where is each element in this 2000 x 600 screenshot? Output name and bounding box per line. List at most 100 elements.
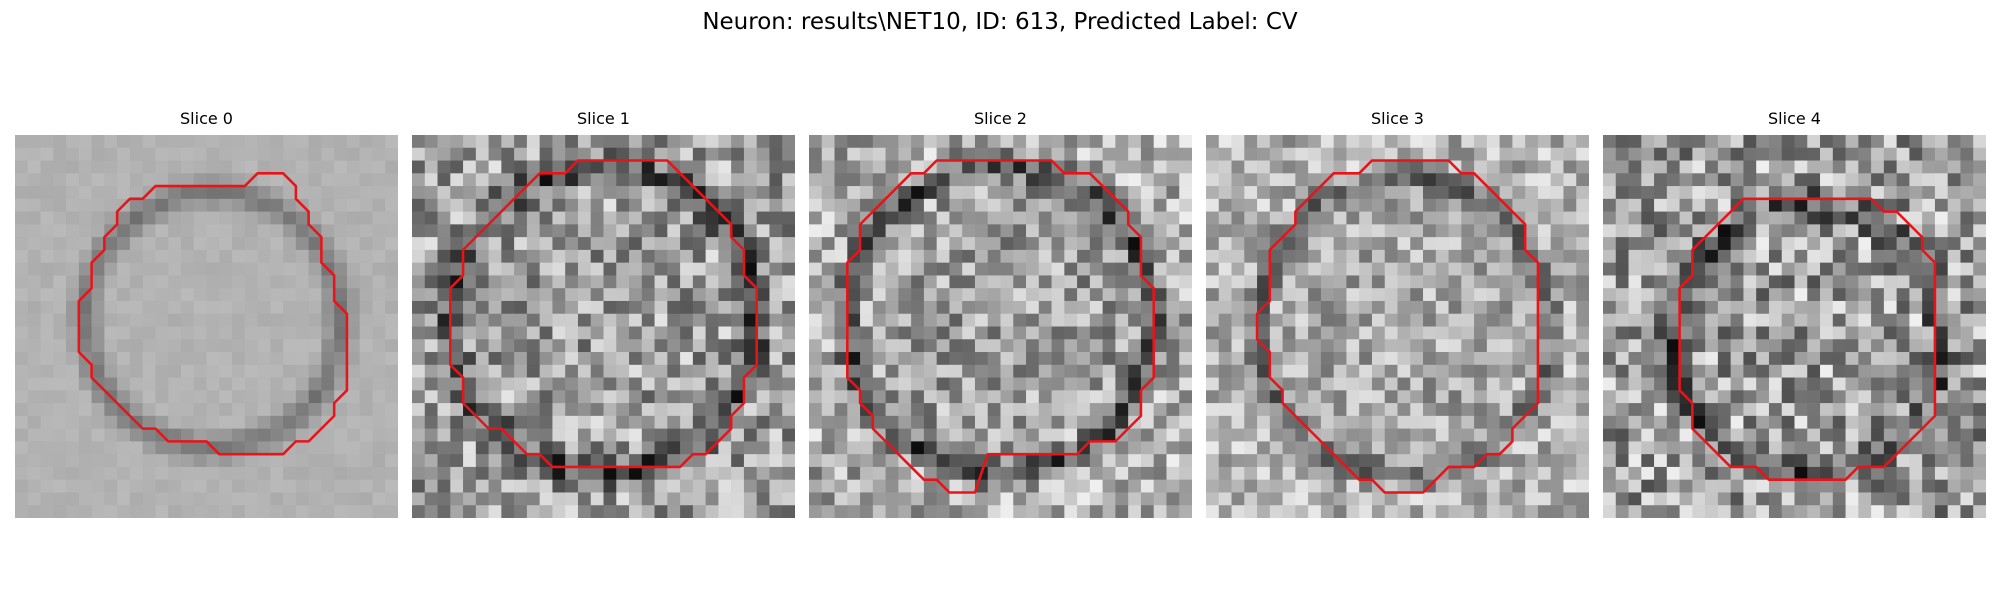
pixel [756, 492, 770, 506]
pixel [129, 300, 143, 314]
pixel [1960, 492, 1974, 506]
pixel [898, 224, 912, 238]
pixel [782, 288, 795, 302]
pixel [15, 173, 29, 187]
pixel [1603, 300, 1617, 314]
pixel [936, 249, 950, 263]
pixel [616, 454, 630, 468]
pixel [834, 211, 848, 225]
pixel [372, 288, 386, 302]
pixel [1743, 428, 1757, 442]
pixel [1244, 466, 1258, 480]
pixel [1308, 390, 1322, 404]
pixel [1603, 403, 1617, 417]
pixel [1820, 198, 1834, 212]
pixel [756, 403, 770, 417]
pixel [1064, 275, 1078, 289]
pixel [1179, 479, 1192, 493]
pixel [1474, 135, 1488, 149]
pixel [129, 390, 143, 404]
figure-title: Neuron: results\NET10, ID: 613, Predicte… [702, 9, 1298, 35]
pixel [526, 492, 540, 506]
pixel [283, 326, 297, 340]
pixel [334, 135, 348, 149]
pixel [629, 415, 643, 429]
pixel [834, 454, 848, 468]
pixel [692, 479, 706, 493]
pixel [1218, 364, 1232, 378]
pixel [962, 364, 976, 378]
pixel [641, 454, 655, 468]
pixel [847, 415, 861, 429]
pixel [1832, 275, 1846, 289]
pixel [15, 466, 29, 480]
pixel [539, 339, 553, 353]
pixel [1179, 466, 1192, 480]
pixel [834, 288, 848, 302]
pixel [1179, 390, 1192, 404]
pixel [1397, 211, 1411, 225]
pixel [1153, 377, 1167, 391]
pixel [359, 403, 373, 417]
pixel [526, 377, 540, 391]
pixel [1423, 198, 1437, 212]
pixel [705, 454, 719, 468]
pixel [923, 479, 937, 493]
pixel [1615, 262, 1629, 276]
pixel [1486, 249, 1500, 263]
pixel [1397, 377, 1411, 391]
pixel [488, 198, 502, 212]
pixel [654, 377, 668, 391]
pixel [1922, 275, 1936, 289]
pixel [1615, 339, 1629, 353]
pixel [1026, 390, 1040, 404]
pixel [1512, 288, 1526, 302]
pixel [219, 454, 233, 468]
pixel [232, 237, 246, 251]
pixel [526, 479, 540, 493]
pixel [1320, 479, 1334, 493]
pixel [987, 211, 1001, 225]
pixel [1140, 237, 1154, 251]
pixel [412, 377, 426, 391]
pixel [616, 390, 630, 404]
pixel [577, 262, 591, 276]
pixel [1000, 173, 1014, 187]
pixel [1128, 160, 1142, 174]
pixel [1628, 505, 1642, 518]
pixel [1858, 224, 1872, 238]
pixel [78, 441, 92, 455]
pixel [1320, 339, 1334, 353]
pixel [974, 275, 988, 289]
pixel [437, 352, 451, 366]
pixel [1692, 377, 1706, 391]
pixel [885, 173, 899, 187]
pixel [463, 428, 477, 442]
pixel [1308, 160, 1322, 174]
pixel [1756, 326, 1770, 340]
pixel [129, 492, 143, 506]
pixel [142, 428, 156, 442]
pixel [1244, 262, 1258, 276]
pixel [475, 403, 489, 417]
pixel [1333, 275, 1347, 289]
pixel [1871, 186, 1885, 200]
pixel [923, 492, 937, 506]
pixel [372, 403, 386, 417]
pixel [616, 479, 630, 493]
pixel [1089, 211, 1103, 225]
cell-contour [1255, 159, 1540, 494]
pixel [898, 505, 912, 518]
pixel [40, 505, 54, 518]
pixel [1781, 147, 1795, 161]
pixel [1768, 428, 1782, 442]
pixel [680, 390, 694, 404]
pixel [718, 441, 732, 455]
pixel [1654, 479, 1668, 493]
pixel [1064, 492, 1078, 506]
pixel [78, 505, 92, 518]
pixel [412, 313, 426, 327]
pixel [1013, 135, 1027, 149]
pixel [1397, 198, 1411, 212]
pixel [1705, 403, 1719, 417]
